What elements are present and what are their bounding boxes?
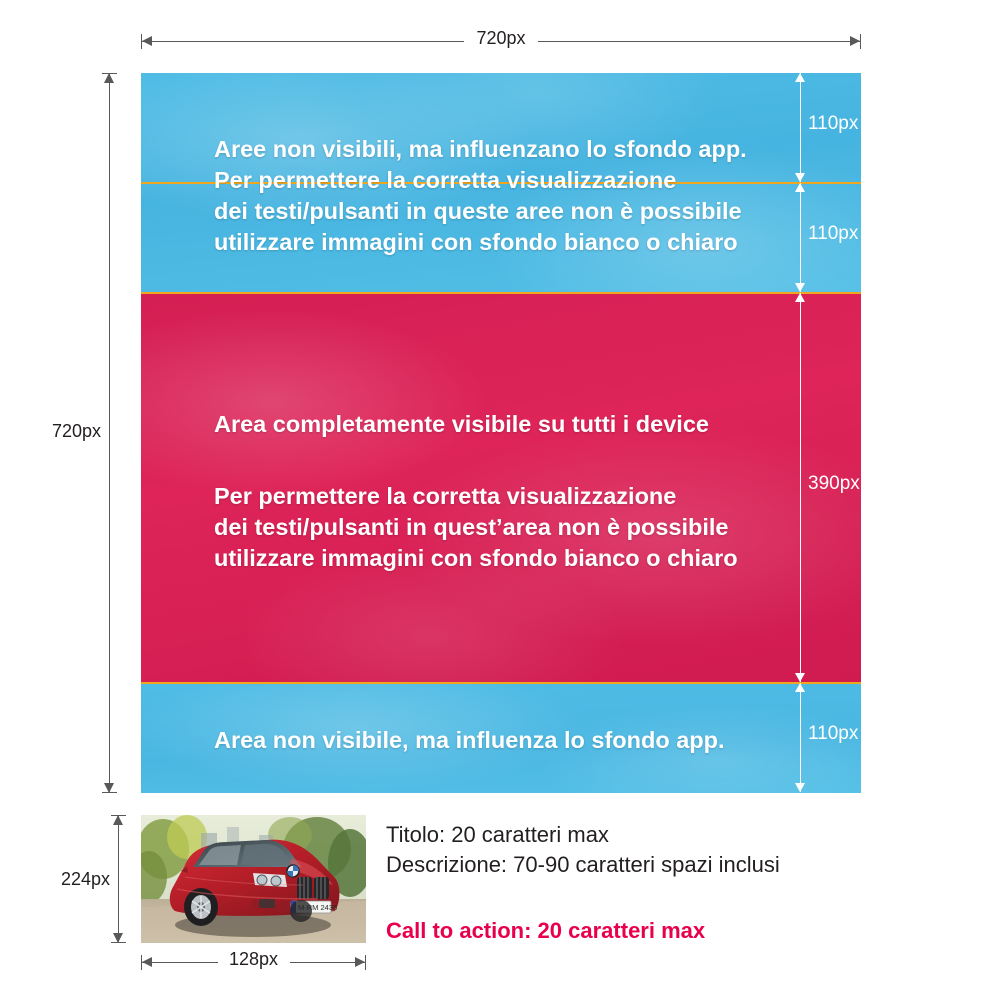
- measure-cap-left: [141, 34, 142, 49]
- measure-label-110-a: 110px: [808, 113, 859, 134]
- arrow-down-icon: [795, 283, 805, 292]
- arrow-up-icon: [795, 73, 805, 82]
- mid-band-copy: Per permettere la corretta visualizzazio…: [214, 483, 738, 571]
- divider-line-220: [141, 292, 861, 294]
- measure-band-bottom-110: 110px: [795, 683, 858, 792]
- measure-label-width-720: 720px: [464, 28, 538, 49]
- arrow-up-icon: [113, 815, 123, 825]
- svg-text:M·RM 2435: M·RM 2435: [298, 903, 337, 912]
- arrow-up-icon: [795, 683, 805, 692]
- arrow-down-icon: [104, 783, 114, 793]
- measure-width-720: 720px: [141, 28, 861, 49]
- band-middle-pink: [141, 293, 861, 683]
- measure-label-110-b: 110px: [808, 223, 859, 244]
- divider-line-610: [141, 682, 861, 684]
- arrow-right-icon: [355, 957, 365, 967]
- arrow-down-icon: [795, 783, 805, 792]
- top-band-copy: Aree non visibili, ma influenzano lo sfo…: [214, 136, 747, 255]
- spec-title-line: Titolo: 20 caratteri max: [386, 822, 609, 847]
- car-photo-illustration: M·RM 2435: [141, 815, 366, 943]
- measure-label-390: 390px: [808, 473, 860, 494]
- arrow-down-icon: [113, 933, 123, 943]
- measure-thumb-height-224: 224px: [22, 815, 126, 943]
- band-bottom-blue: [141, 683, 861, 793]
- arrow-up-icon: [795, 293, 805, 302]
- measure-band-top-a-110: 110px: [795, 73, 858, 182]
- measure-cap-right: [365, 955, 366, 970]
- arrow-up-icon: [795, 183, 805, 192]
- arrow-up-icon: [104, 73, 114, 83]
- divider-line-110: [141, 182, 861, 184]
- arrow-down-icon: [795, 173, 805, 182]
- arrow-left-icon: [142, 957, 152, 967]
- measure-cap-left: [141, 955, 142, 970]
- measure-band-top-b-110: 110px: [795, 183, 858, 292]
- thumbnail-image: M·RM 2435: [141, 815, 366, 943]
- measure-height-720: 720px: [9, 73, 117, 793]
- measure-label-height-720: 720px: [9, 421, 101, 442]
- bottom-band-copy: Area non visibile, ma influenza lo sfond…: [214, 727, 725, 753]
- measure-label-224: 224px: [22, 869, 110, 890]
- measure-label-128: 128px: [217, 949, 290, 970]
- spec-description-line: Descrizione: 70-90 caratteri spazi inclu…: [386, 852, 780, 877]
- banner-artboard: Aree non visibili, ma influenzano lo sfo…: [141, 73, 861, 793]
- arrow-right-icon: [850, 36, 860, 46]
- measure-thumb-width-128: 128px: [141, 949, 366, 970]
- measure-cap-right: [860, 34, 861, 49]
- spec-cta-line: Call to action: 20 caratteri max: [386, 918, 706, 943]
- measure-band-middle-390: 390px: [795, 293, 860, 682]
- measure-label-110-c: 110px: [808, 723, 859, 744]
- arrow-down-icon: [795, 673, 805, 682]
- arrow-left-icon: [142, 36, 152, 46]
- mid-band-heading: Area completamente visibile su tutti i d…: [214, 411, 709, 437]
